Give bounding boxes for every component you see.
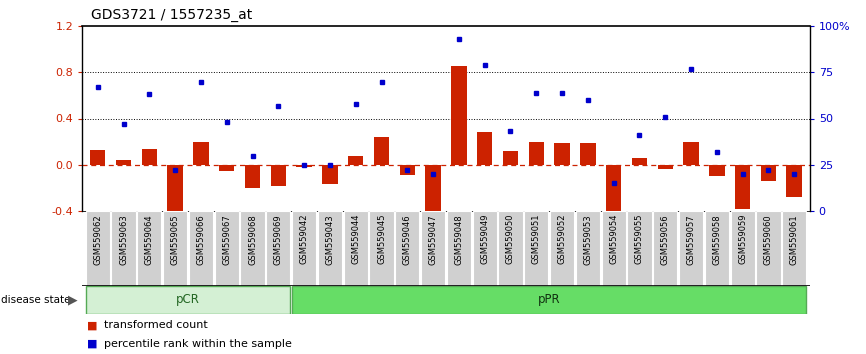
Text: GSM559069: GSM559069: [274, 214, 283, 265]
Bar: [705, 211, 729, 286]
Text: GSM559066: GSM559066: [197, 214, 205, 265]
Text: GSM559060: GSM559060: [764, 214, 773, 265]
Bar: [116, 160, 132, 165]
Text: GSM559046: GSM559046: [403, 214, 412, 265]
Text: disease state: disease state: [1, 295, 70, 305]
Bar: [782, 211, 806, 286]
Bar: [631, 158, 647, 165]
Text: ▶: ▶: [68, 293, 78, 307]
Bar: [683, 142, 699, 165]
Text: GSM559048: GSM559048: [455, 214, 463, 265]
Bar: [137, 211, 161, 286]
Bar: [524, 211, 548, 286]
Bar: [653, 211, 677, 286]
Text: pCR: pCR: [176, 293, 200, 307]
Bar: [322, 165, 338, 184]
Text: GSM559054: GSM559054: [609, 214, 618, 264]
Bar: [142, 149, 157, 165]
Text: GDS3721 / 1557235_at: GDS3721 / 1557235_at: [91, 8, 252, 22]
Text: GSM559056: GSM559056: [661, 214, 669, 265]
Text: GSM559055: GSM559055: [635, 214, 644, 264]
Text: GSM559042: GSM559042: [300, 214, 308, 264]
Text: GSM559065: GSM559065: [171, 214, 179, 265]
Text: GSM559059: GSM559059: [738, 214, 747, 264]
Bar: [498, 211, 522, 286]
Text: GSM559052: GSM559052: [558, 214, 566, 264]
Text: ■: ■: [87, 339, 97, 349]
Bar: [602, 211, 626, 286]
Bar: [503, 151, 518, 165]
Bar: [241, 211, 265, 286]
Text: GSM559053: GSM559053: [584, 214, 592, 265]
Bar: [292, 211, 316, 286]
Bar: [576, 211, 600, 286]
Bar: [606, 165, 622, 223]
Bar: [399, 165, 415, 175]
Bar: [731, 211, 755, 286]
Bar: [421, 211, 445, 286]
Bar: [627, 211, 651, 286]
Bar: [554, 143, 570, 165]
Bar: [477, 132, 493, 165]
Text: GSM559050: GSM559050: [506, 214, 515, 264]
Bar: [528, 142, 544, 165]
Bar: [786, 165, 802, 197]
Bar: [447, 211, 471, 286]
Text: percentile rank within the sample: percentile rank within the sample: [104, 339, 292, 349]
Bar: [245, 165, 261, 188]
Text: GSM559063: GSM559063: [119, 214, 128, 265]
Bar: [292, 286, 806, 314]
Text: GSM559058: GSM559058: [713, 214, 721, 265]
Text: GSM559043: GSM559043: [326, 214, 334, 265]
Bar: [215, 211, 239, 286]
Text: GSM559067: GSM559067: [223, 214, 231, 265]
Bar: [189, 211, 213, 286]
Text: GSM559064: GSM559064: [145, 214, 154, 265]
Text: GSM559049: GSM559049: [480, 214, 489, 264]
Bar: [344, 211, 368, 286]
Text: ■: ■: [87, 320, 97, 330]
Bar: [473, 211, 497, 286]
Text: GSM559068: GSM559068: [248, 214, 257, 265]
Text: GSM559062: GSM559062: [94, 214, 102, 265]
Text: GSM559044: GSM559044: [352, 214, 360, 264]
Bar: [86, 286, 290, 314]
Text: GSM559051: GSM559051: [532, 214, 540, 264]
Bar: [266, 211, 290, 286]
Bar: [86, 211, 110, 286]
Bar: [550, 211, 574, 286]
Bar: [756, 211, 780, 286]
Text: GSM559061: GSM559061: [790, 214, 798, 265]
Bar: [657, 165, 673, 169]
Bar: [395, 211, 419, 286]
Bar: [90, 150, 106, 165]
Bar: [193, 142, 209, 165]
Bar: [219, 165, 235, 171]
Bar: [425, 165, 441, 213]
Bar: [735, 165, 750, 209]
Text: transformed count: transformed count: [104, 320, 208, 330]
Bar: [760, 165, 776, 181]
Bar: [348, 155, 364, 165]
Bar: [112, 211, 136, 286]
Bar: [318, 211, 342, 286]
Bar: [270, 165, 286, 185]
Bar: [296, 165, 312, 167]
Bar: [167, 165, 183, 225]
Text: GSM559047: GSM559047: [429, 214, 437, 265]
Bar: [374, 137, 389, 165]
Bar: [451, 67, 467, 165]
Bar: [163, 211, 187, 286]
Bar: [709, 165, 725, 176]
Bar: [370, 211, 394, 286]
Text: GSM559057: GSM559057: [687, 214, 695, 265]
Text: pPR: pPR: [538, 293, 560, 307]
Bar: [679, 211, 703, 286]
Text: GSM559045: GSM559045: [377, 214, 386, 264]
Bar: [580, 143, 596, 165]
